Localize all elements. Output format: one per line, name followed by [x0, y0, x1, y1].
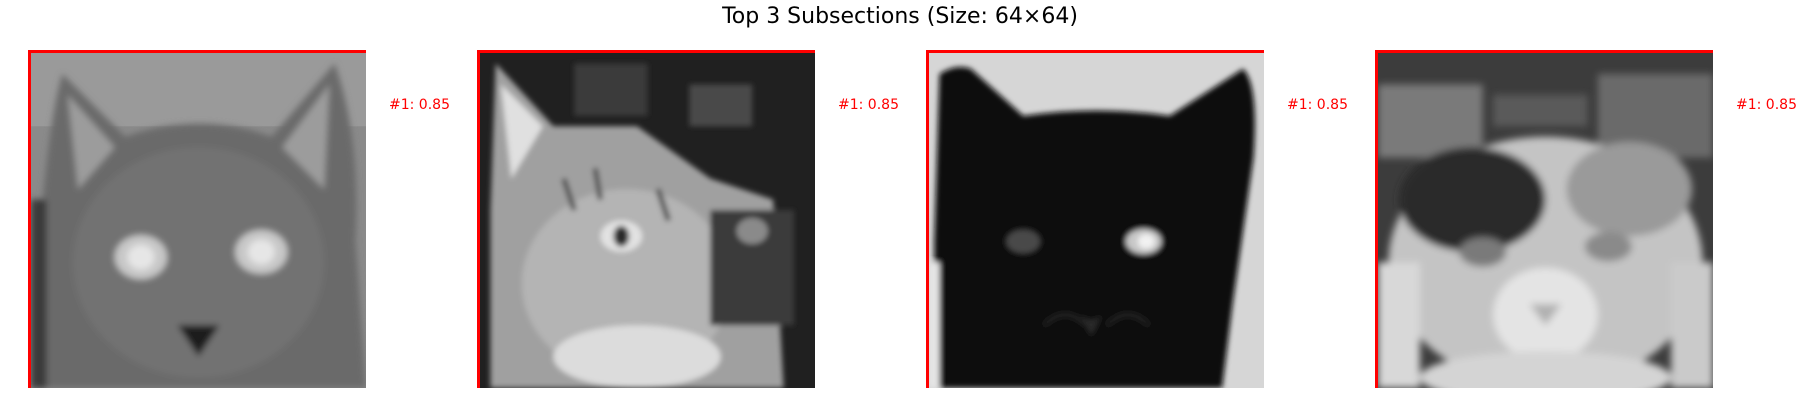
score-label: #1: 0.85 [1736, 97, 1797, 113]
figure-title: Top 3 Subsections (Size: 64×64) [722, 4, 1078, 29]
score-label: #1: 0.85 [838, 97, 899, 113]
gray-cat-face-image [28, 50, 366, 388]
tabby-cat-face-image [477, 50, 815, 388]
score-label: #1: 0.85 [1287, 97, 1348, 113]
black-cat-face-image [926, 50, 1264, 388]
calico-cat-face-image [1375, 50, 1713, 388]
score-label: #1: 0.85 [389, 97, 450, 113]
